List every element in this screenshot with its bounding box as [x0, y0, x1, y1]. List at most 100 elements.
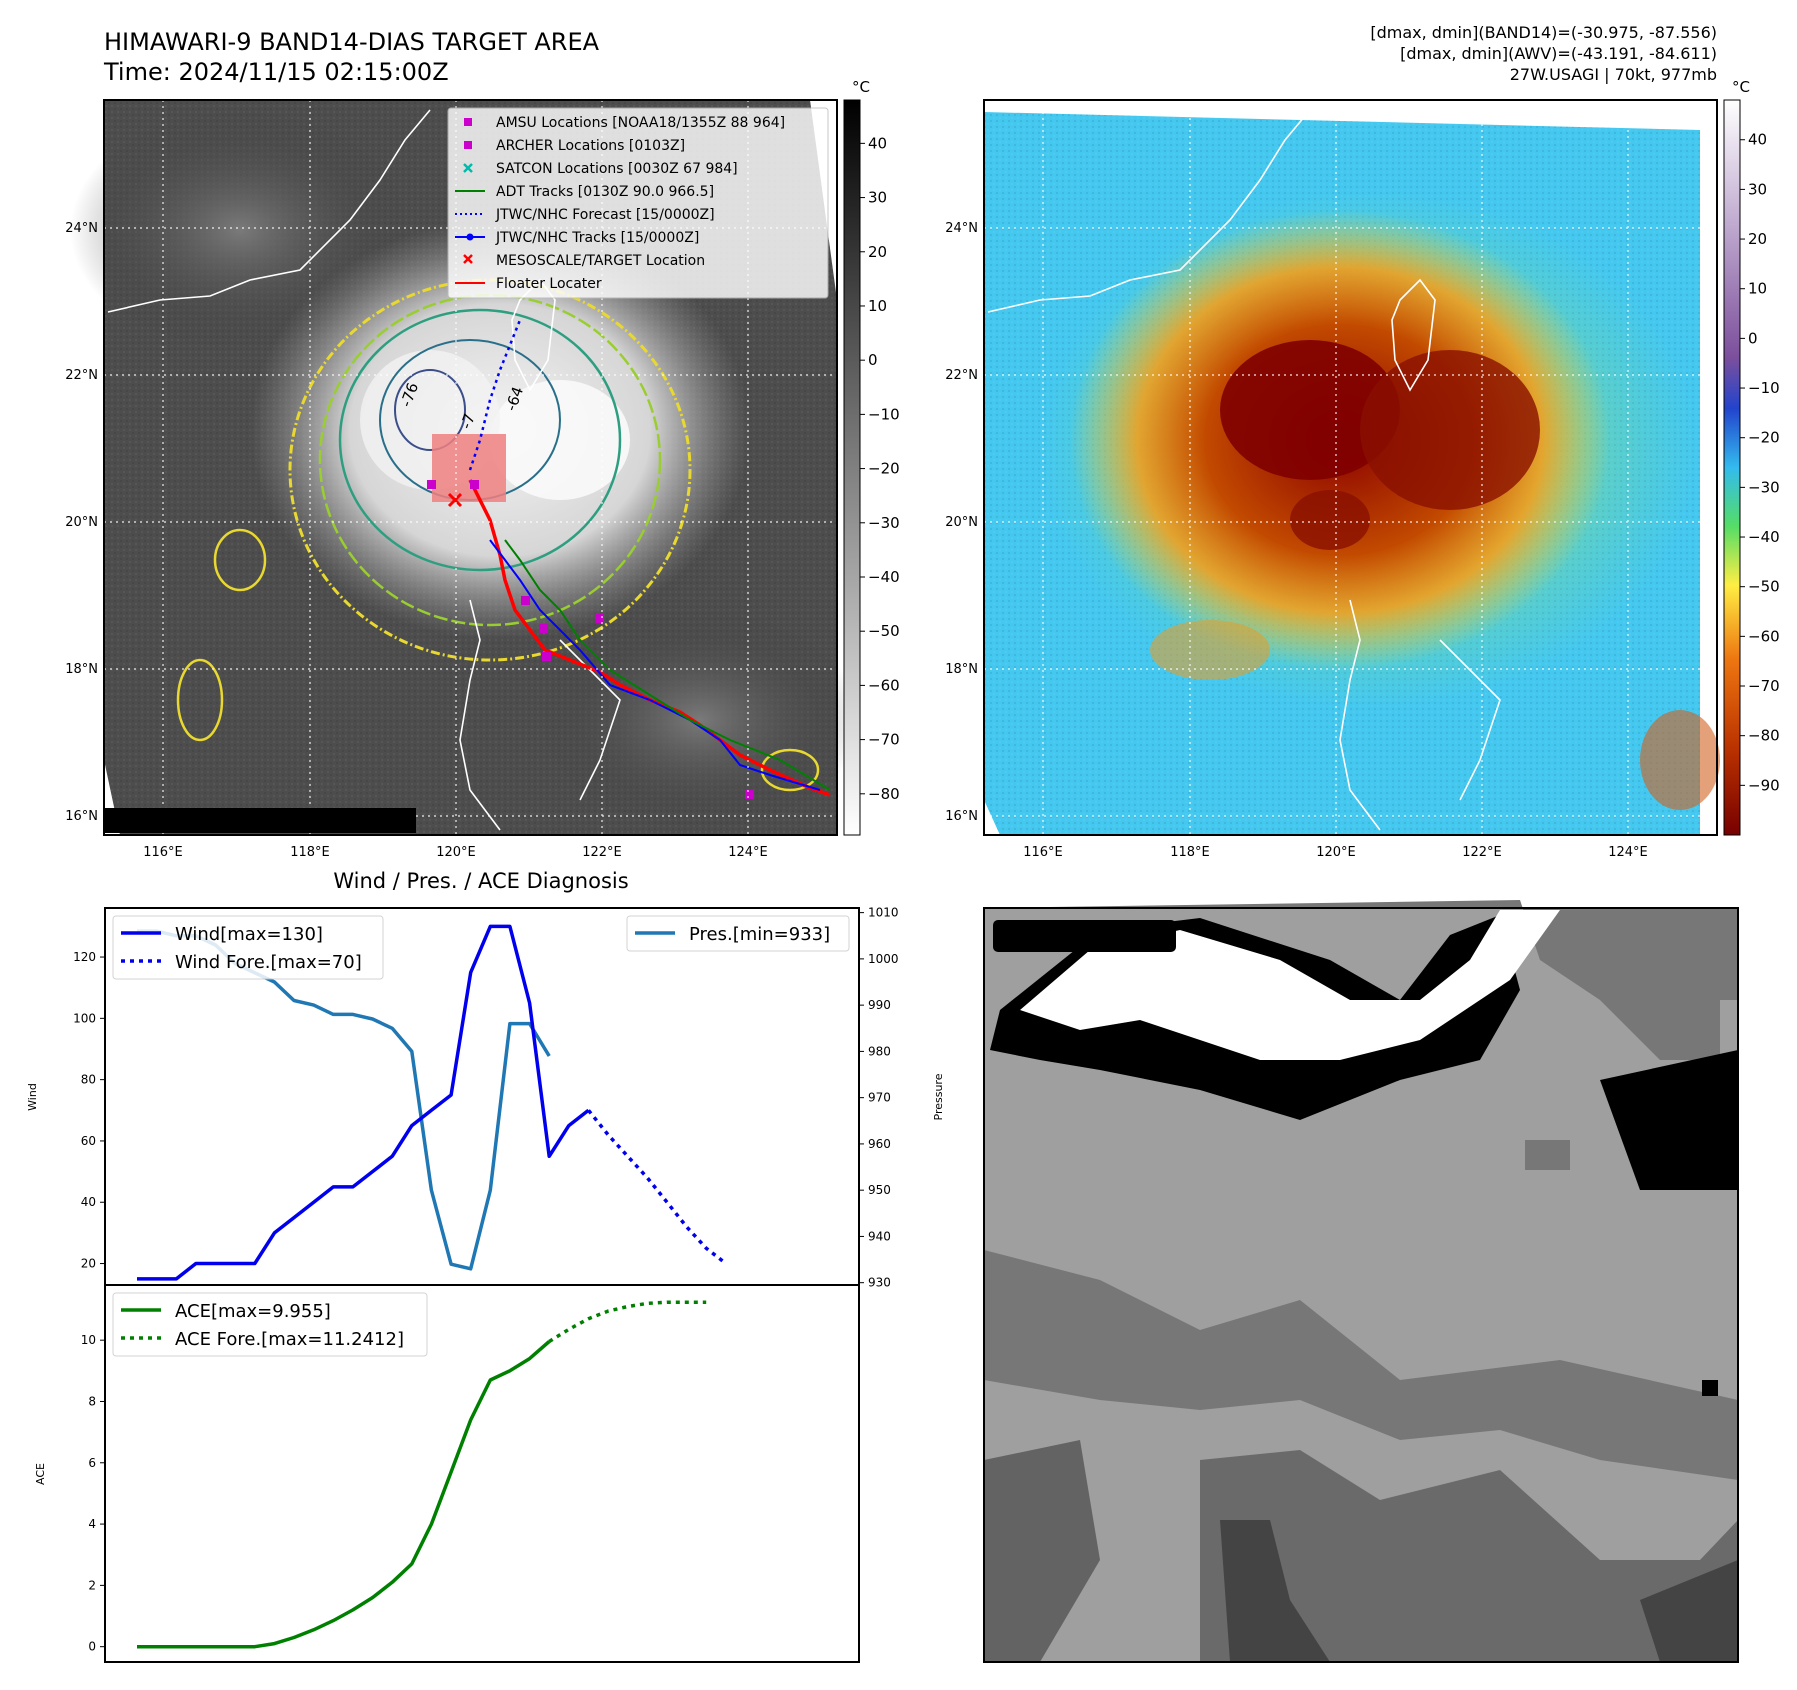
ace-ylabel: ACE: [34, 1463, 47, 1485]
ir-colorbar-tick-label: 10: [868, 297, 887, 315]
wind-tick-label: 60: [81, 1134, 96, 1148]
legend-marker-jtwc-dot: [466, 233, 474, 241]
awv-colorbar-tick-label: −60: [1748, 627, 1780, 645]
awv-lat-16: 16°N: [945, 809, 978, 824]
wind-legend: Wind[max=130] Wind Fore.[max=70]: [112, 915, 384, 980]
adt-track: [504, 539, 831, 791]
pressure-ylabel: Pressure: [932, 1073, 945, 1120]
awv-colorbar-tick-label: 30: [1748, 180, 1767, 198]
legend-marker-archer: [464, 141, 472, 149]
awv-lon-116: 116°E: [1023, 845, 1063, 860]
wind-tick-label: 20: [81, 1257, 96, 1271]
ir-lon-124: 124°E: [728, 845, 768, 860]
legend-jtwc: JTWC/NHC Tracks [15/0000Z]: [495, 230, 699, 246]
ace-panel: 0 2 4 6 8 10 ACE ACE[max=9.955] ACE Fore.[max…: [34, 1284, 860, 1663]
ir-lat-22: 22°N: [65, 368, 98, 383]
ace-legend-label: ACE[max=9.955]: [175, 1301, 331, 1322]
pressure-tick-label: 980: [868, 1044, 891, 1058]
awv-lon-labels: 116°E 118°E 120°E 122°E 124°E: [1023, 845, 1648, 860]
ir-colorbar-tick-label: −30: [868, 514, 900, 532]
pressure-tick-label: 990: [868, 998, 891, 1012]
pressure-legend-label: Pres.[min=933]: [689, 924, 830, 945]
legend-marker-mesoscale: [463, 254, 473, 264]
ace-forecast-series: [548, 1300, 707, 1343]
copyright-badge: [104, 808, 416, 833]
awv-colorbar-tick-label: −50: [1748, 578, 1780, 596]
awv-minmax: [dmax, dmin](AWV)=(-43.191, -84.611): [1400, 44, 1717, 63]
ir-map-panel: -76 -64 -7: [70, 99, 860, 836]
ir-lat-20: 20°N: [65, 515, 98, 530]
legend-amsu: AMSU Locations [NOAA18/1355Z 88 964]: [496, 115, 785, 131]
ir-colorbar-tick-label: −40: [868, 568, 900, 586]
awv-lon-118: 118°E: [1170, 845, 1210, 860]
awv-colorbar-tick-label: −20: [1748, 429, 1780, 447]
ir-colorbar-tick-label: −10: [868, 405, 900, 423]
ace-tick-label: 4: [88, 1517, 96, 1531]
ace-tick-label: 6: [88, 1456, 96, 1470]
band14-minmax: [dmax, dmin](BAND14)=(-30.975, -87.556): [1370, 23, 1717, 42]
wind-forecast-series: [587, 1109, 727, 1265]
figure-title: HIMAWARI-9 BAND14-DIAS TARGET AREA: [104, 28, 600, 56]
legend-forecast: JTWC/NHC Forecast [15/0000Z]: [495, 207, 715, 223]
wind-pressure-panel: 20 40 60 80 100 120 930 940 950 960 970 980 990 1000…: [26, 906, 945, 1290]
awv-colorbar-tick-label: 10: [1748, 280, 1767, 298]
wmg-count-label: WMG Count: 0: [1000, 926, 1153, 948]
wind-tick-label: 80: [81, 1073, 96, 1087]
pressure-tick-label: 1000: [868, 952, 899, 966]
legend-mesoscale: MESOSCALE/TARGET Location: [496, 253, 705, 269]
awv-coastline-taiwan: [1391, 278, 1436, 392]
wind-ylabel: Wind: [26, 1083, 39, 1111]
ir-colorbar-unit: °C: [852, 78, 870, 96]
legend-satcon: SATCON Locations [0030Z 67 984]: [496, 161, 738, 177]
pressure-tick-label: 940: [868, 1229, 891, 1243]
ir-lon-118: 118°E: [290, 845, 330, 860]
legend-floater: Floater Locater: [496, 276, 602, 292]
awv-colorbar-unit: °C: [1732, 78, 1750, 96]
copyright-text: Copyright © 2020-2024 Dapiya: [108, 812, 387, 831]
coastline-luzon: [459, 599, 621, 831]
ace-tick-label: 8: [88, 1394, 96, 1408]
legend-marker-amsu: [464, 118, 472, 126]
wmg-cloud-classes: [984, 900, 1738, 1662]
floater-track: [468, 479, 831, 797]
wmg-count-badge: [993, 920, 1176, 952]
pressure-tick-label: 960: [868, 1137, 891, 1151]
ir-lon-120: 120°E: [436, 845, 476, 860]
awv-lat-labels: 24°N 22°N 20°N 18°N 16°N: [945, 221, 978, 824]
jtwc-track: [489, 539, 821, 791]
wind-tick-label: 120: [73, 950, 96, 964]
awv-colorbar-tick-label: 20: [1748, 230, 1767, 248]
awv-lon-120: 120°E: [1316, 845, 1356, 860]
awv-lat-22: 22°N: [945, 368, 978, 383]
ir-lat-labels: 24°N 22°N 20°N 18°N 16°N: [65, 221, 98, 824]
awv-colorbar-tick-label: −90: [1748, 776, 1780, 794]
awv-lon-124: 124°E: [1608, 845, 1648, 860]
ir-colorbar-tick-label: 20: [868, 243, 887, 261]
pressure-legend: Pres.[min=933]: [626, 915, 850, 952]
awv-lat-18: 18°N: [945, 662, 978, 677]
ace-legend: ACE[max=9.955] ACE Fore.[max=11.2412]: [112, 1292, 428, 1357]
wind-fore-legend-label: Wind Fore.[max=70]: [175, 952, 362, 973]
ir-lon-labels: 116°E 118°E 120°E 122°E 124°E: [143, 845, 768, 860]
ir-colorbar-tick-label: −50: [868, 622, 900, 640]
ace-fore-legend-label: ACE Fore.[max=11.2412]: [175, 1329, 404, 1350]
ir-lat-24: 24°N: [65, 221, 98, 236]
awv-colorbar-tick-label: −10: [1748, 379, 1780, 397]
awv-colorbar-tick-label: −80: [1748, 727, 1780, 745]
awv-coastline-china: [987, 109, 1311, 313]
pressure-tick-label: 1010: [868, 906, 899, 920]
pressure-tick-label: 970: [868, 1091, 891, 1105]
awv-lat-24: 24°N: [945, 221, 978, 236]
wind-series: [137, 924, 590, 1281]
ir-lat-16: 16°N: [65, 809, 98, 824]
mesoscale-target-marker: [447, 492, 463, 508]
ir-lon-116: 116°E: [143, 845, 183, 860]
ir-legend: AMSU Locations [NOAA18/1355Z 88 964] ARC…: [447, 107, 829, 299]
legend-archer: ARCHER Locations [0103Z]: [496, 138, 685, 154]
awv-map-panel: [983, 99, 1720, 836]
ir-lat-18: 18°N: [65, 662, 98, 677]
legend-marker-satcon: [463, 163, 473, 173]
wind-legend-label: Wind[max=130]: [175, 924, 323, 945]
diagnosis-title: Wind / Pres. / ACE Diagnosis: [333, 869, 628, 893]
